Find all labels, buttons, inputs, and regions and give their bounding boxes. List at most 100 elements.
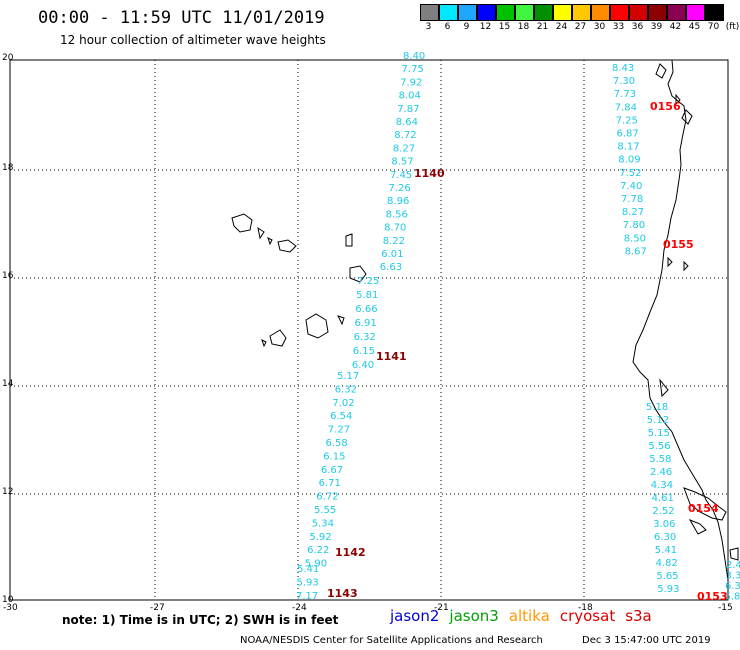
wave-height-value: 7.17 <box>296 591 318 602</box>
wave-height-value: 7.25 <box>616 115 638 126</box>
pass-time-label: 0154 <box>688 502 719 515</box>
scale-swatch <box>496 4 515 21</box>
page-subtitle: 12 hour collection of altimeter wave hei… <box>60 33 326 47</box>
wave-height-value: 5.15 <box>648 428 670 439</box>
wave-height-value: 8.27 <box>622 207 644 218</box>
wave-height-value: 2.52 <box>652 506 674 517</box>
scale-label: 9 <box>463 22 470 32</box>
wave-height-value: 6.15 <box>323 451 345 462</box>
wave-height-value: 5.58 <box>649 454 671 465</box>
scale-swatch <box>648 4 667 21</box>
wave-height-value: 5.8 <box>725 592 740 603</box>
wave-height-value: 6.01 <box>381 249 403 260</box>
wave-height-value: 8.17 <box>617 142 639 153</box>
wave-height-value: 7.40 <box>620 181 642 192</box>
wave-height-value: 5.56 <box>648 441 670 452</box>
wave-height-value: 2.4 <box>726 560 740 571</box>
scale-label: 12 <box>479 22 492 32</box>
wave-height-value: 8.96 <box>387 196 409 207</box>
lat-label: 16 <box>2 271 14 281</box>
wave-height-value: 7.92 <box>400 77 422 88</box>
pass-time-label: 1140 <box>414 167 445 180</box>
scale-swatch <box>705 4 724 21</box>
satellite-legend-item: jason2 <box>390 607 440 625</box>
wave-height-value: 7.78 <box>621 194 643 205</box>
wave-height-value: 3.06 <box>653 519 675 530</box>
wave-height-value: 5.65 <box>656 571 678 582</box>
lat-label: 14 <box>2 379 14 389</box>
lon-label: -24 <box>292 603 307 613</box>
scale-label: 36 <box>631 22 644 32</box>
wave-height-value: 8.09 <box>618 155 640 166</box>
lon-label: -15 <box>718 603 733 613</box>
wave-height-value: 6.71 <box>319 478 341 489</box>
pass-time-label: 0155 <box>663 238 694 251</box>
wave-height-value: 5.90 <box>305 559 327 570</box>
scale-label: 45 <box>688 22 701 32</box>
scale-swatch <box>534 4 553 21</box>
wave-height-value: 5.81 <box>356 290 378 301</box>
wave-height-value: 8.22 <box>383 236 405 247</box>
pass-time-label: 0153 <box>697 590 728 603</box>
wave-height-value: 6.67 <box>321 465 343 476</box>
wave-height-value: 7.25 <box>357 276 379 287</box>
scale-label: 30 <box>593 22 606 32</box>
lon-label: -27 <box>150 603 165 613</box>
wave-height-value: 8.43 <box>612 63 634 74</box>
satellite-legend: jason2 jason3 altika cryosat s3a <box>390 607 662 625</box>
page-title: 00:00 - 11:59 UTC 11/01/2019 <box>38 8 325 28</box>
wave-height-value: 5.18 <box>646 402 668 413</box>
wave-height-value: 7.45 <box>390 170 412 181</box>
wave-height-value: 6.32 <box>354 332 376 343</box>
pass-time-label: 0156 <box>650 100 681 113</box>
scale-swatch <box>686 4 705 21</box>
scale-swatch <box>572 4 591 21</box>
map-frame <box>9 59 729 601</box>
wave-height-value: 7.87 <box>397 104 419 115</box>
wave-height-value: 6.15 <box>353 346 375 357</box>
wave-height-value: 7.30 <box>613 76 635 87</box>
lat-label: 10 <box>2 595 14 605</box>
wave-height-value: 6.87 <box>617 129 639 140</box>
wave-height-value: 5.92 <box>309 532 331 543</box>
wave-height-value: 4.82 <box>656 558 678 569</box>
wave-height-value: 7.27 <box>328 425 350 436</box>
lat-label: 20 <box>2 53 14 63</box>
scale-label: (ft) <box>725 22 740 32</box>
wave-height-value: 7.73 <box>614 89 636 100</box>
scale-swatch <box>610 4 629 21</box>
lon-label: -30 <box>3 603 18 613</box>
wave-height-value: 5.12 <box>647 415 669 426</box>
cape-verde-islands <box>231 213 367 348</box>
wave-height-value: 8.57 <box>391 157 413 168</box>
scale-label: 18 <box>517 22 530 32</box>
footer-note: note: 1) Time is in UTC; 2) SWH is in fe… <box>62 613 339 627</box>
wave-height-value: 3.34 <box>726 571 740 582</box>
scale-label: 42 <box>669 22 682 32</box>
axis-labels: 20 18 16 14 12 10-30 -27 -24 -21 -18 -15 <box>2 53 733 613</box>
satellite-legend-item: cryosat <box>559 607 616 625</box>
wave-height-value: 6.38 <box>725 581 740 592</box>
scale-swatch <box>515 4 534 21</box>
lat-label: 18 <box>2 163 14 173</box>
scale-swatch <box>477 4 496 21</box>
wave-height-value: 7.26 <box>389 183 411 194</box>
scale-swatch <box>439 4 458 21</box>
wave-height-value: 8.50 <box>624 233 646 244</box>
wave-height-value: 8.40 <box>403 51 425 62</box>
wave-height-value: 7.52 <box>619 168 641 179</box>
wave-height-value: 5.17 <box>337 371 359 382</box>
scale-swatch <box>667 4 686 21</box>
wave-height-value: 5.41 <box>655 545 677 556</box>
footer-timestamp: Dec 3 15:47:00 UTC 2019 <box>582 635 711 646</box>
satellite-legend-item: s3a <box>625 607 652 625</box>
wave-height-value: 5.34 <box>312 518 334 529</box>
wave-height-value: 6.66 <box>355 304 377 315</box>
wave-height-value: 6.72 <box>316 492 338 503</box>
wave-height-value: 6.32 <box>335 384 357 395</box>
scale-label: 39 <box>650 22 663 32</box>
coastline <box>632 59 739 581</box>
scale-label: 6 <box>444 22 451 32</box>
scale-label: 15 <box>498 22 511 32</box>
